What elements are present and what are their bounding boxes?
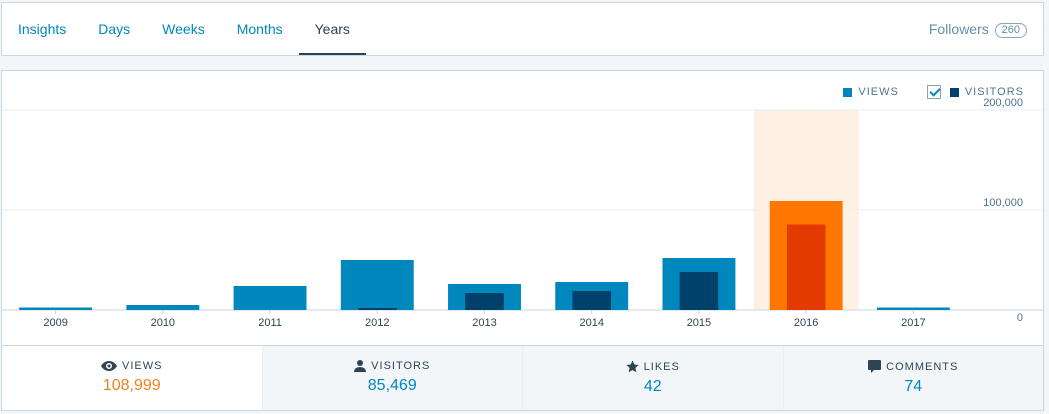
legend-views: VIEWS bbox=[843, 86, 898, 98]
followers-label: Followers bbox=[928, 21, 989, 37]
legend-views-label: VIEWS bbox=[858, 86, 899, 98]
person-icon bbox=[354, 360, 367, 372]
stats-chart-card: VIEWS VISITORS 200,000 100,000 0 2009 2010 20… bbox=[2, 71, 1043, 410]
x-tick-label: 2011 bbox=[258, 317, 282, 329]
x-tick-label: 2009 bbox=[43, 317, 67, 329]
x-tick-label: 2017 bbox=[901, 317, 925, 329]
views-bar bbox=[19, 307, 93, 310]
legend-visitors-label: VISITORS bbox=[964, 86, 1024, 98]
stat-tab-views[interactable]: VIEWS 108,999 bbox=[2, 346, 262, 410]
stat-visitors-value: 85,469 bbox=[367, 377, 417, 394]
stat-visitors-label-row: VISITORS bbox=[263, 360, 523, 372]
visitors-bar bbox=[786, 224, 826, 310]
followers-link[interactable]: Followers 260 bbox=[929, 3, 1027, 55]
views-swatch bbox=[843, 87, 853, 97]
tab-weeks[interactable]: Weeks bbox=[162, 21, 205, 37]
tab-years[interactable]: Years bbox=[298, 3, 366, 55]
tab-insights[interactable]: Insights bbox=[18, 21, 67, 37]
comment-icon bbox=[868, 360, 882, 373]
tab-months[interactable]: Months bbox=[236, 21, 283, 37]
x-tick-label: 2014 bbox=[579, 317, 603, 329]
stat-visitors-label: VISITORS bbox=[371, 360, 431, 372]
x-tick-label: 2016 bbox=[794, 317, 818, 329]
eye-icon bbox=[101, 361, 118, 371]
chart-legend: VIEWS VISITORS bbox=[843, 83, 1024, 101]
legend-visitors: VISITORS bbox=[949, 86, 1024, 98]
followers-count-badge: 260 bbox=[994, 23, 1027, 38]
x-tick-label: 2012 bbox=[365, 317, 389, 329]
stat-views-label-row: VIEWS bbox=[2, 360, 262, 372]
stat-likes-value: 42 bbox=[643, 378, 662, 395]
stat-likes-label-row: LIKES bbox=[523, 360, 783, 373]
views-bar bbox=[126, 305, 200, 310]
stats-summary-tabs: VIEWS 108,999 VISITORS 85,469 LIKES 42 bbox=[2, 345, 1043, 410]
visitors-bar bbox=[679, 272, 719, 310]
bar-chart: 200,000 100,000 0 2009 2010 2011 2012 2013 2014 2… bbox=[2, 97, 1043, 329]
tab-days[interactable]: Days bbox=[98, 21, 131, 37]
period-nav: Insights Days Weeks Months Years Followe… bbox=[2, 3, 1043, 55]
visitors-swatch bbox=[949, 87, 959, 97]
stat-views-value: 108,999 bbox=[102, 377, 161, 394]
visitors-bar bbox=[357, 308, 397, 310]
x-tick-label: 2010 bbox=[151, 317, 175, 329]
stat-comments-label-row: COMMENTS bbox=[784, 360, 1044, 373]
views-bar bbox=[340, 260, 414, 310]
views-bar bbox=[233, 286, 307, 310]
visitors-bar bbox=[572, 291, 612, 310]
visitors-toggle-checkbox[interactable] bbox=[926, 85, 941, 99]
visitors-bar bbox=[465, 293, 504, 310]
y-tick-label: 100,000 bbox=[983, 197, 1023, 209]
y-tick-label: 200,000 bbox=[983, 97, 1023, 109]
stat-views-label: VIEWS bbox=[122, 360, 163, 372]
stat-tab-comments[interactable]: COMMENTS 74 bbox=[782, 346, 1044, 410]
star-icon bbox=[626, 360, 639, 373]
x-tick-label: 2015 bbox=[687, 317, 711, 329]
stat-tab-visitors[interactable]: VISITORS 85,469 bbox=[261, 346, 523, 410]
stat-likes-label: LIKES bbox=[643, 360, 680, 373]
stat-comments-value: 74 bbox=[904, 378, 923, 395]
views-bar bbox=[876, 307, 950, 310]
x-tick-label: 2013 bbox=[472, 317, 496, 329]
period-tabs: Insights Days Weeks Months Years bbox=[2, 3, 366, 55]
y-tick-label: 0 bbox=[1017, 312, 1023, 324]
stat-comments-label: COMMENTS bbox=[886, 360, 959, 373]
stat-tab-likes[interactable]: LIKES 42 bbox=[522, 346, 783, 410]
